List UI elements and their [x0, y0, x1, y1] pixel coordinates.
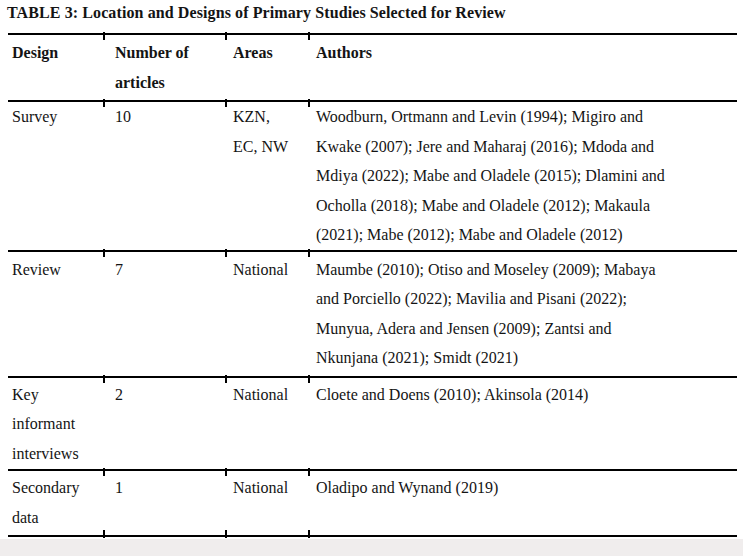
cell-design: Secondary data [8, 473, 103, 532]
document-page: TABLE 3: Location and Designs of Primary… [0, 0, 743, 556]
cell-authors: Maumbe (2010); Otiso and Moseley (2009);… [308, 255, 737, 373]
column-header-authors: Authors [308, 38, 737, 97]
column-divider-tick [103, 249, 105, 257]
cell-number-of-articles: 1 [103, 473, 225, 532]
column-divider-tick [308, 32, 310, 40]
table-row-survey: Survey 10 KZN, EC, NW Woodburn, Ortmann … [8, 100, 737, 250]
cell-areas: National [225, 380, 308, 469]
table-header-row: Design Number of articles Areas Authors [8, 33, 737, 100]
table-row-key-informant-interviews: Key informant interviews 2 National Cloe… [8, 376, 737, 470]
column-divider-tick [225, 99, 227, 107]
column-divider-tick [103, 375, 105, 383]
cell-authors: Woodburn, Ortmann and Levin (1994); Migi… [308, 102, 737, 250]
column-divider-tick [308, 468, 310, 476]
column-divider-tick [103, 32, 105, 40]
cell-number-of-articles: 10 [103, 102, 225, 250]
cell-areas: KZN, EC, NW [225, 102, 308, 250]
column-divider-tick [225, 468, 227, 476]
column-divider-tick [103, 99, 105, 107]
cell-design: Survey [8, 102, 103, 250]
table-row-secondary-data: Secondary data 1 National Oladipo and Wy… [8, 469, 737, 537]
cell-areas: National [225, 255, 308, 373]
page-bottom-margin [0, 539, 743, 556]
cell-number-of-articles: 7 [103, 255, 225, 373]
column-header-areas: Areas [225, 38, 308, 97]
cell-authors: Oladipo and Wynand (2019) [308, 473, 737, 532]
column-header-number-of-articles: Number of articles [103, 38, 225, 97]
column-divider-tick [103, 530, 105, 538]
cell-areas: National [225, 473, 308, 532]
column-divider-tick [308, 530, 310, 538]
column-header-design: Design [8, 38, 103, 97]
column-divider-tick [225, 530, 227, 538]
studies-table: Design Number of articles Areas Authors … [8, 33, 737, 537]
column-divider-tick [225, 249, 227, 257]
cell-authors: Cloete and Doens (2010); Akinsola (2014) [308, 380, 737, 469]
column-divider-tick [308, 375, 310, 383]
column-divider-tick [225, 32, 227, 40]
column-divider-tick [225, 375, 227, 383]
table-caption: TABLE 3: Location and Designs of Primary… [7, 4, 506, 22]
cell-design: Key informant interviews [8, 380, 103, 469]
cell-number-of-articles: 2 [103, 380, 225, 469]
column-divider-tick [308, 99, 310, 107]
column-divider-tick [308, 249, 310, 257]
column-divider-tick [103, 468, 105, 476]
table-row-review: Review 7 National Maumbe (2010); Otiso a… [8, 250, 737, 376]
cell-design: Review [8, 255, 103, 373]
